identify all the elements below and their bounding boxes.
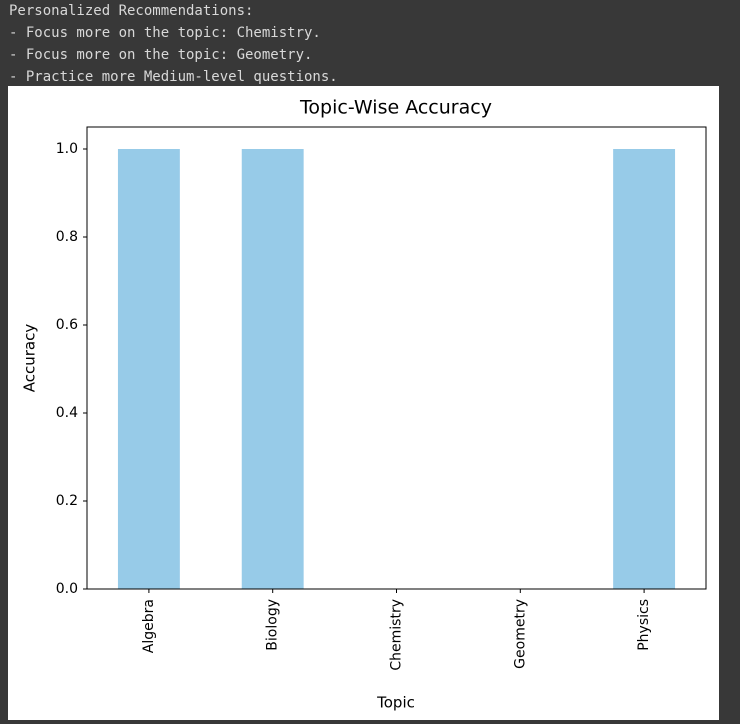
bar	[613, 149, 676, 589]
y-tick-label: 0.2	[56, 493, 78, 509]
x-tick-label: Chemistry	[389, 599, 405, 671]
y-tick-label: 0.8	[56, 229, 78, 245]
x-tick-label: Algebra	[141, 599, 157, 653]
console-line: - Focus more on the topic: Geometry.	[9, 47, 313, 63]
x-tick-label: Geometry	[512, 599, 528, 669]
y-axis-label: Accuracy	[21, 324, 39, 393]
console-line: Personalized Recommendations:	[9, 3, 254, 19]
console-line: - Practice more Medium-level questions.	[9, 69, 338, 85]
bar	[241, 149, 304, 589]
y-tick-label: 0.6	[56, 317, 78, 333]
x-tick-label: Physics	[636, 599, 652, 651]
console-output: Personalized Recommendations: - Focus mo…	[9, 0, 338, 88]
x-tick-label: Biology	[265, 599, 281, 651]
y-tick-label: 0.0	[56, 581, 78, 597]
x-axis-label: Topic	[376, 694, 415, 712]
bar	[117, 149, 180, 589]
y-tick-label: 0.4	[56, 405, 78, 421]
figure-background	[8, 86, 719, 720]
axes-frame	[86, 126, 707, 590]
chart-title: Topic-Wise Accuracy	[299, 97, 492, 119]
y-tick-label: 1.0	[56, 141, 78, 157]
console-line: - Focus more on the topic: Chemistry.	[9, 25, 321, 41]
